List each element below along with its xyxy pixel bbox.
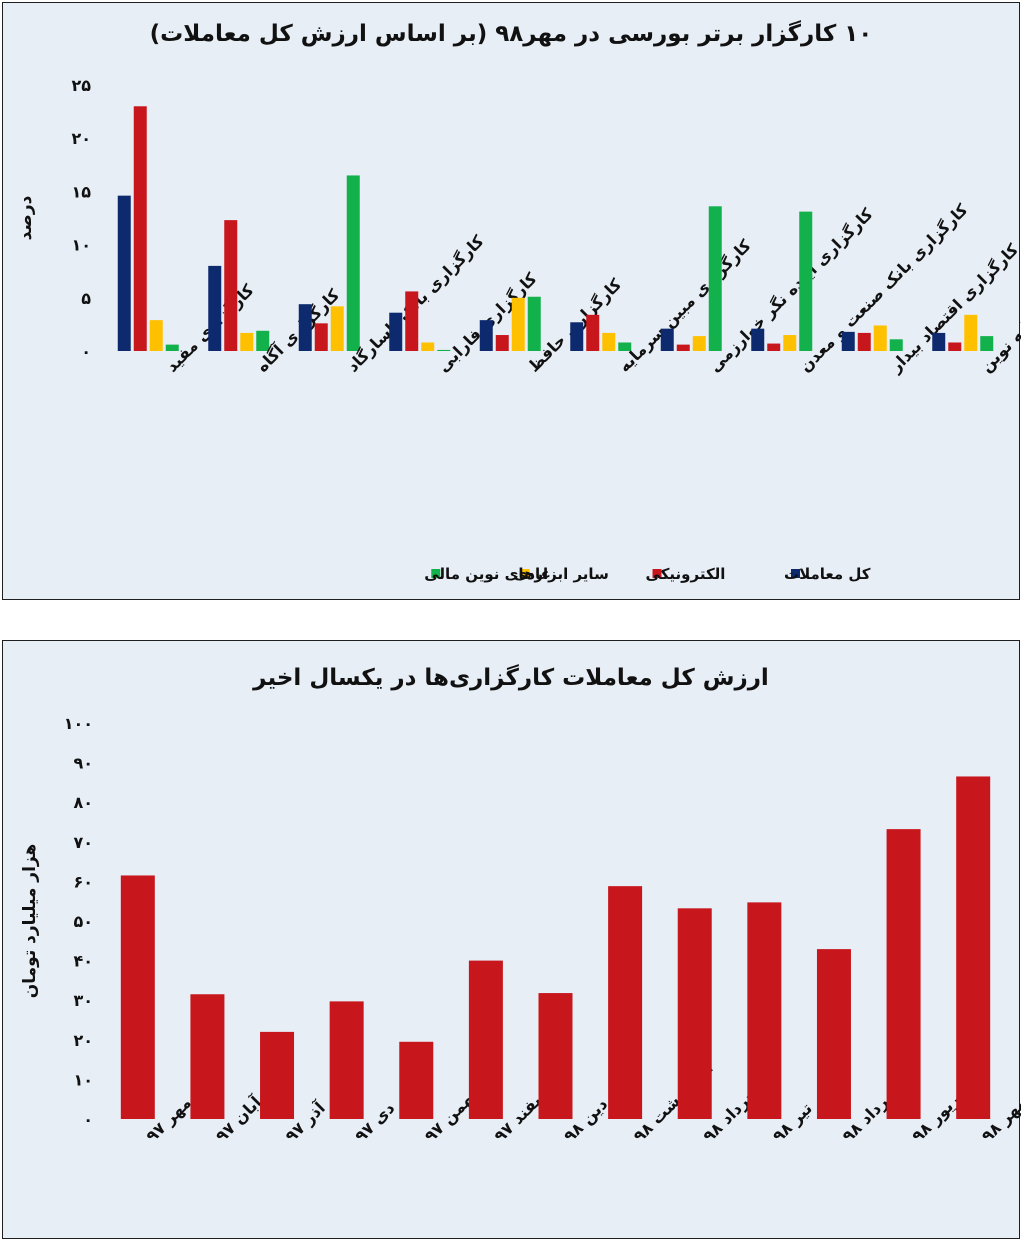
bar-2-3 <box>421 342 435 351</box>
bar-1-7 <box>767 343 781 351</box>
bar-2-7 <box>783 335 797 351</box>
bar-0-8 <box>841 331 855 351</box>
bar-1-9 <box>948 342 962 351</box>
y-axis-title: هزار میلیارد تومان <box>20 844 40 999</box>
legend-label-0: کل معاملات <box>784 565 871 583</box>
legend-swatch-3 <box>431 569 441 578</box>
bar-3-8 <box>889 339 903 351</box>
bar-8 <box>677 908 712 1119</box>
chart-top-title: ۱۰ کارگزار برتر بورسی در مهر۹۸ (بر اساس … <box>149 21 873 47</box>
bar-7 <box>608 886 643 1119</box>
bar-3-6 <box>708 206 722 351</box>
bar-3-0 <box>165 344 179 351</box>
x-tick-label: کارگزاری آگاه <box>252 284 344 376</box>
bar-0-1 <box>208 265 222 351</box>
y-tick-label: ۵۰ <box>73 912 93 931</box>
y-tick-label: ۲۰ <box>71 129 91 148</box>
bar-2-9 <box>964 314 978 351</box>
bar-4 <box>399 1041 434 1119</box>
bar-1-4 <box>495 335 509 351</box>
bar-3-1 <box>256 330 270 351</box>
bar-5 <box>468 960 503 1119</box>
bar-2 <box>260 1031 295 1119</box>
bar-6 <box>538 993 573 1119</box>
y-tick-label: ۱۵ <box>71 182 91 201</box>
y-tick-label: ۱۰ <box>71 236 91 255</box>
bar-0 <box>120 875 155 1119</box>
y-tick-label: ۹۰ <box>73 754 93 773</box>
bar-0-4 <box>479 320 493 351</box>
legend-label-2: عادی <box>514 565 551 583</box>
y-tick-label: ۸۰ <box>73 793 93 812</box>
y-tick-label: ۰ <box>81 342 91 361</box>
bar-0-2 <box>298 304 312 351</box>
bar-1-0 <box>133 106 147 351</box>
legend-swatch-0 <box>791 569 800 578</box>
legend-label-1: الکترونیکی <box>646 565 726 583</box>
bar-2-2 <box>330 306 344 351</box>
bar-2-0 <box>149 320 163 351</box>
y-tick-label: ۲۵ <box>71 76 91 95</box>
y-tick-label: ۱۰ <box>73 1070 93 1089</box>
bar-12 <box>956 776 991 1119</box>
bar-10 <box>816 949 851 1119</box>
bar-0-6 <box>660 328 674 351</box>
bar-2-8 <box>873 325 887 351</box>
bar-3-2 <box>346 175 360 351</box>
bar-1-2 <box>314 323 328 351</box>
bar-0-9 <box>932 332 946 351</box>
bar-0-3 <box>389 312 403 351</box>
chart-bottom-panel: ارزش کل معاملات کارگزاری‌ها در یکسال اخی… <box>2 640 1021 1239</box>
legend-swatch-1 <box>652 569 662 578</box>
bar-2-4 <box>511 297 525 351</box>
y-tick-label: ۳۰ <box>73 991 93 1010</box>
chart-top-panel: ۱۰ کارگزار برتر بورسی در مهر۹۸ (بر اساس … <box>2 2 1021 600</box>
bar-3-3 <box>437 349 451 351</box>
legend-label-3: سایر ابزارهای نوین مالی <box>424 565 609 583</box>
bar-1-5 <box>586 314 600 351</box>
y-tick-label: ۴۰ <box>73 952 93 971</box>
bar-0-0 <box>117 195 131 351</box>
y-tick-label: ۷۰ <box>73 833 93 852</box>
chart-bottom-svg: هزار میلیارد تومان ۰ ۱۰ ۲۰ ۳۰ ۴۰ ۵۰ ۶۰ ۷۰ ۸۰ ۹۰ ۱۰۰… <box>20 714 1021 1146</box>
bar-0-5 <box>570 322 584 351</box>
bar-3 <box>329 1001 364 1119</box>
bar-3-5 <box>618 342 632 351</box>
bar-1-8 <box>857 332 871 351</box>
bar-1-1 <box>224 220 238 351</box>
bar-3-4 <box>527 296 541 351</box>
y-tick-label: ۵ <box>81 289 91 308</box>
y-tick-label: ۶۰ <box>73 872 93 891</box>
bar-1-3 <box>405 291 419 351</box>
bar-0-7 <box>751 328 765 351</box>
legend-swatch-2 <box>520 569 530 578</box>
bar-2-5 <box>602 332 616 351</box>
bar-1-6 <box>676 344 690 351</box>
bar-9 <box>747 902 782 1119</box>
y-tick-label: ۰ <box>83 1110 93 1129</box>
y-tick-label: ۲۰ <box>73 1031 93 1050</box>
y-axis-title: درصد <box>16 195 36 240</box>
bar-11 <box>886 829 921 1119</box>
bar-2-6 <box>692 336 706 351</box>
y-tick-label: ۱۰۰ <box>64 714 93 733</box>
bar-2-1 <box>240 332 254 351</box>
bar-3-9 <box>980 336 994 351</box>
bar-3-7 <box>799 211 813 351</box>
chart-bottom-title: ارزش کل معاملات کارگزاری‌ها در یکسال اخی… <box>253 665 769 691</box>
bar-1 <box>190 994 225 1119</box>
